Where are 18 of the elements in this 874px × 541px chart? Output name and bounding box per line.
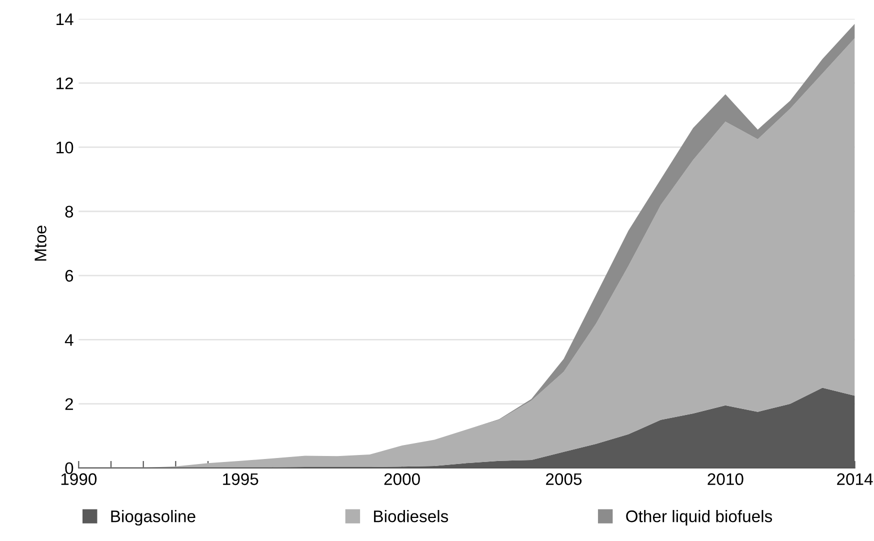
legend-label: Biodiesels: [374, 510, 448, 522]
y-tick-label: 2: [65, 398, 73, 410]
x-tick-label: 2014: [837, 473, 873, 486]
x-tick-label: 2000: [384, 473, 420, 486]
legend-label: Biogasoline: [111, 510, 196, 526]
y-tick-label: 6: [65, 270, 74, 282]
y-tick-label: 14: [56, 14, 74, 25]
x-tick-label: 2005: [546, 473, 582, 486]
y-tick-label: 10: [56, 142, 74, 154]
y-axis-title: Mtoe: [34, 226, 46, 261]
y-tick-label: 0: [65, 462, 74, 474]
y-tick-label: 4: [64, 334, 74, 346]
x-tick-label: 2010: [708, 473, 744, 486]
x-tick-label: 1995: [223, 473, 258, 486]
y-tick-label: 12: [56, 77, 73, 90]
y-tick-label: 8: [65, 206, 74, 218]
legend-label: Other liquid biofuels: [626, 510, 772, 526]
x-tick-label: 1990: [61, 473, 97, 486]
